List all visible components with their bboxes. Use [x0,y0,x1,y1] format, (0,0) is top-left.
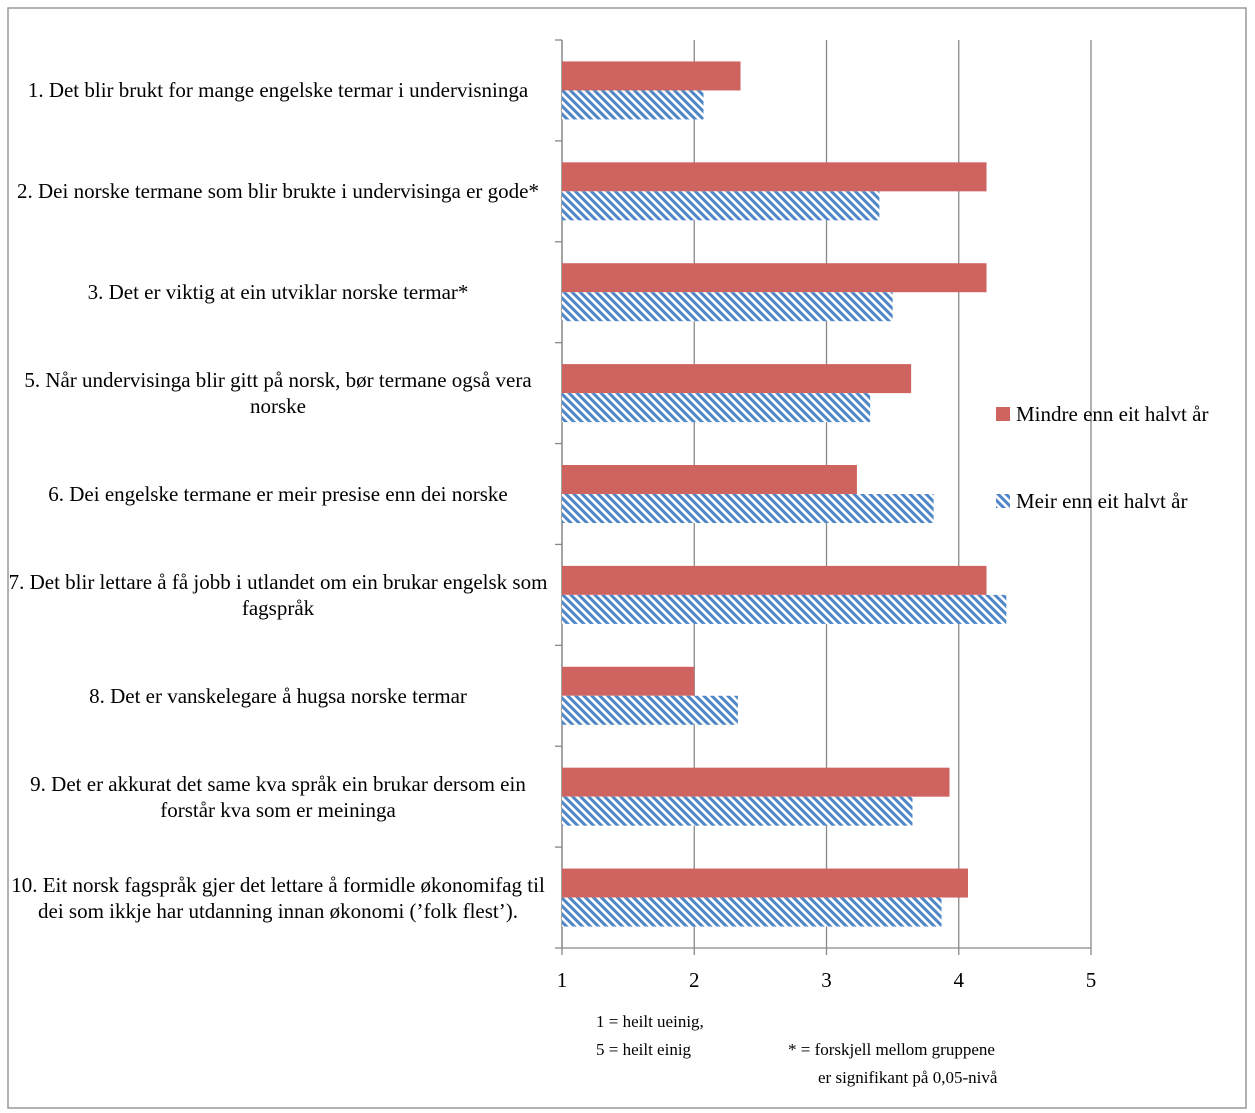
x-tick-label: 4 [953,968,965,992]
bar [562,292,893,322]
x-tick-label: 3 [821,968,832,992]
bar [562,393,871,423]
legend-swatch [996,407,1010,421]
bar [562,465,857,494]
x-tick-label: 2 [689,968,700,992]
bar [562,162,987,192]
bar [562,767,950,797]
legend-label: Mindre enn eit halvt år [1016,402,1209,426]
bar [562,594,1007,624]
bar [562,796,913,826]
y-tick-label: 7. Det blir lettare å få jobb i utlandet… [8,569,548,620]
bar [562,897,942,927]
bar [562,494,934,523]
bar [562,263,987,293]
bar [562,364,912,394]
annotation: 1 = heilt ueinig, [596,1012,704,1031]
y-tick-label: 1. Det blir brukt for mange engelske ter… [27,78,529,103]
annotation: er signifikant på 0,05-nivå [818,1068,998,1087]
y-tick-label: 5. Når undervisinga blir gitt på norsk, … [24,368,532,419]
y-tick-label: 8. Det er vanskelegare å hugsa norske te… [89,683,467,708]
annotation: * = forskjell mellom gruppene [788,1040,995,1059]
legend-label: Meir enn eit halvt år [1016,489,1188,513]
bar [562,868,969,898]
legend-swatch [996,494,1010,508]
annotation: 5 = heilt einig [596,1040,692,1059]
x-tick-label: 1 [556,968,568,992]
y-tick-label: 9. Det er akkurat det same kva språk ein… [30,771,526,822]
bar [562,61,741,91]
y-tick-label: 10. Eit norsk fagspråk gjer det lettare … [11,872,545,923]
bar [562,90,704,120]
x-tick-label: 5 [1085,968,1097,992]
y-tick-label: 6. Dei engelske termane er meir presise … [48,481,508,506]
frame [7,7,1247,1109]
bar [562,191,880,221]
y-tick-label: 3. Det er viktig at ein utviklar norske … [87,280,469,305]
bar [562,695,738,725]
bar [562,666,695,696]
bar [562,565,987,595]
y-tick-label: 2. Dei norske termane som blir brukte i … [17,179,539,204]
